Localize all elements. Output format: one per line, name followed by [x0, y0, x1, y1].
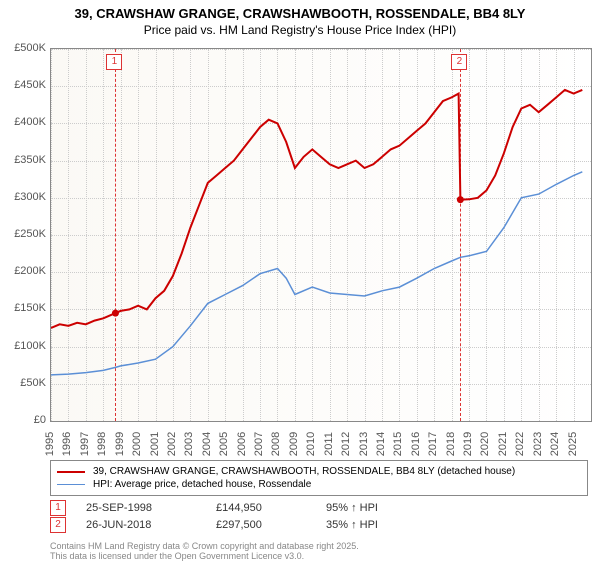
- x-tick-label: 2018: [445, 429, 457, 459]
- event-date: 25-SEP-1998: [86, 502, 216, 514]
- chart-container: 39, CRAWSHAW GRANGE, CRAWSHAWBOOTH, ROSS…: [0, 0, 600, 560]
- y-tick-label: £500K: [0, 42, 46, 54]
- x-tick-label: 2019: [462, 429, 474, 459]
- event-price: £144,950: [216, 502, 326, 514]
- sale-marker: 1: [106, 54, 122, 70]
- x-tick-label: 2010: [305, 429, 317, 459]
- x-tick-label: 2002: [166, 429, 178, 459]
- x-tick-label: 2000: [131, 429, 143, 459]
- x-tick-label: 2025: [567, 429, 579, 459]
- footer-attribution: Contains HM Land Registry data © Crown c…: [50, 542, 359, 562]
- x-tick-label: 2014: [375, 429, 387, 459]
- series-hpi: [51, 172, 582, 375]
- footer-line2: This data is licensed under the Open Gov…: [50, 552, 359, 562]
- y-tick-label: £250K: [0, 228, 46, 240]
- x-tick-label: 2020: [479, 429, 491, 459]
- x-tick-label: 2007: [253, 429, 265, 459]
- x-tick-label: 2005: [218, 429, 230, 459]
- x-tick-label: 1998: [96, 429, 108, 459]
- sale-marker: 2: [451, 54, 467, 70]
- event-marker: 1: [50, 500, 66, 516]
- event-date: 26-JUN-2018: [86, 519, 216, 531]
- event-price: £297,500: [216, 519, 326, 531]
- x-tick-label: 2022: [514, 429, 526, 459]
- x-tick-label: 1996: [61, 429, 73, 459]
- x-tick-label: 2008: [270, 429, 282, 459]
- y-tick-label: £450K: [0, 79, 46, 91]
- x-tick-label: 1995: [44, 429, 56, 459]
- event-marker: 2: [50, 517, 66, 533]
- x-tick-label: 2024: [549, 429, 561, 459]
- chart-lines: [51, 49, 591, 421]
- event-delta: 95% ↑ HPI: [326, 502, 378, 514]
- y-tick-label: £200K: [0, 265, 46, 277]
- legend: 39, CRAWSHAW GRANGE, CRAWSHAWBOOTH, ROSS…: [50, 460, 588, 496]
- event-row: 1 25-SEP-1998£144,95095% ↑ HPI: [50, 500, 378, 516]
- x-tick-label: 2012: [340, 429, 352, 459]
- x-tick-label: 2004: [201, 429, 213, 459]
- x-tick-label: 2009: [288, 429, 300, 459]
- y-tick-label: £0: [0, 414, 46, 426]
- y-tick-label: £350K: [0, 154, 46, 166]
- x-tick-label: 2015: [392, 429, 404, 459]
- chart-subtitle: Price paid vs. HM Land Registry's House …: [0, 23, 600, 39]
- event-row: 2 26-JUN-2018£297,50035% ↑ HPI: [50, 517, 378, 533]
- series-property: [51, 90, 582, 328]
- x-tick-label: 1999: [114, 429, 126, 459]
- legend-item: HPI: Average price, detached house, Ross…: [57, 478, 581, 491]
- y-tick-label: £300K: [0, 191, 46, 203]
- x-tick-label: 2006: [236, 429, 248, 459]
- x-tick-label: 2023: [532, 429, 544, 459]
- plot-area: [50, 48, 592, 422]
- chart-title: 39, CRAWSHAW GRANGE, CRAWSHAWBOOTH, ROSS…: [0, 0, 600, 23]
- x-tick-label: 2011: [323, 429, 335, 459]
- x-tick-label: 2016: [410, 429, 422, 459]
- x-tick-label: 2017: [427, 429, 439, 459]
- legend-item: 39, CRAWSHAW GRANGE, CRAWSHAWBOOTH, ROSS…: [57, 465, 581, 478]
- x-tick-label: 2013: [358, 429, 370, 459]
- x-tick-label: 2021: [497, 429, 509, 459]
- event-delta: 35% ↑ HPI: [326, 519, 378, 531]
- y-tick-label: £100K: [0, 340, 46, 352]
- x-tick-label: 2001: [149, 429, 161, 459]
- x-tick-label: 2003: [183, 429, 195, 459]
- x-tick-label: 1997: [79, 429, 91, 459]
- y-tick-label: £150K: [0, 302, 46, 314]
- y-tick-label: £400K: [0, 116, 46, 128]
- y-tick-label: £50K: [0, 377, 46, 389]
